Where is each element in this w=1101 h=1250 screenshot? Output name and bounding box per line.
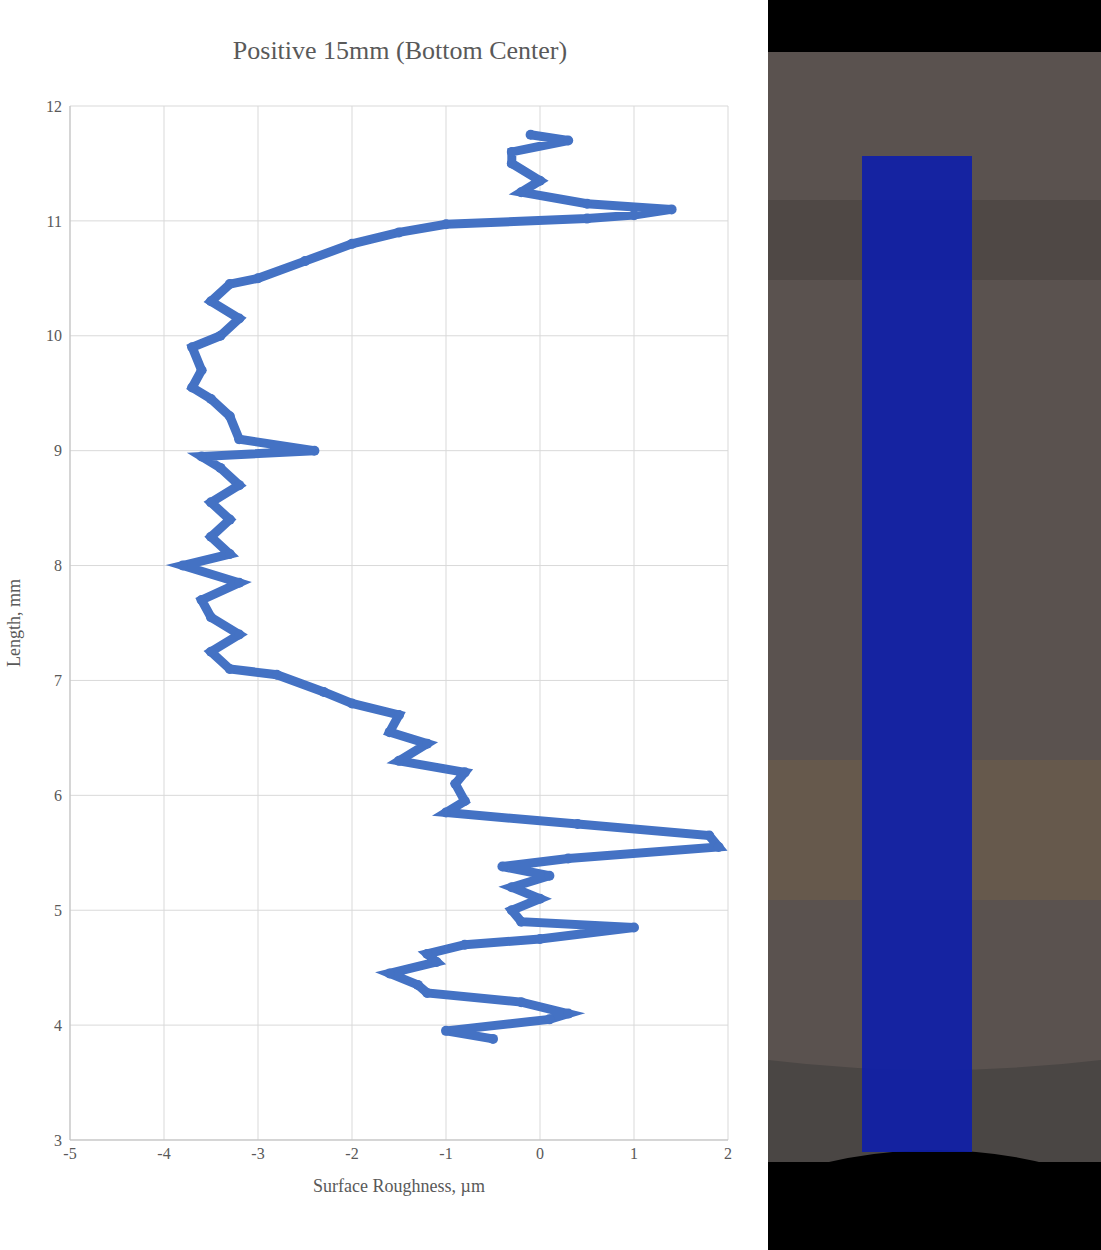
svg-text:11: 11: [47, 213, 62, 230]
svg-text:-5: -5: [63, 1145, 76, 1162]
svg-text:7: 7: [54, 672, 62, 689]
svg-text:2: 2: [724, 1145, 732, 1162]
svg-text:-1: -1: [439, 1145, 452, 1162]
svg-text:0: 0: [536, 1145, 544, 1162]
svg-text:1: 1: [630, 1145, 638, 1162]
svg-text:-4: -4: [157, 1145, 170, 1162]
svg-text:6: 6: [54, 787, 62, 804]
svg-text:-3: -3: [251, 1145, 264, 1162]
svg-text:9: 9: [54, 442, 62, 459]
svg-text:5: 5: [54, 902, 62, 919]
svg-text:8: 8: [54, 557, 62, 574]
svg-text:3: 3: [54, 1132, 62, 1149]
svg-text:-2: -2: [345, 1145, 358, 1162]
svg-text:12: 12: [46, 98, 62, 115]
svg-text:10: 10: [46, 327, 62, 344]
svg-text:Length, mm: Length, mm: [4, 579, 24, 667]
html-text:Positive 15mm (Bottom Center): Positive 15mm (Bottom Center): [232, 36, 568, 65]
svg-text:4: 4: [54, 1017, 62, 1034]
svg-text:Surface Roughness, µm: Surface Roughness, µm: [313, 1176, 485, 1196]
